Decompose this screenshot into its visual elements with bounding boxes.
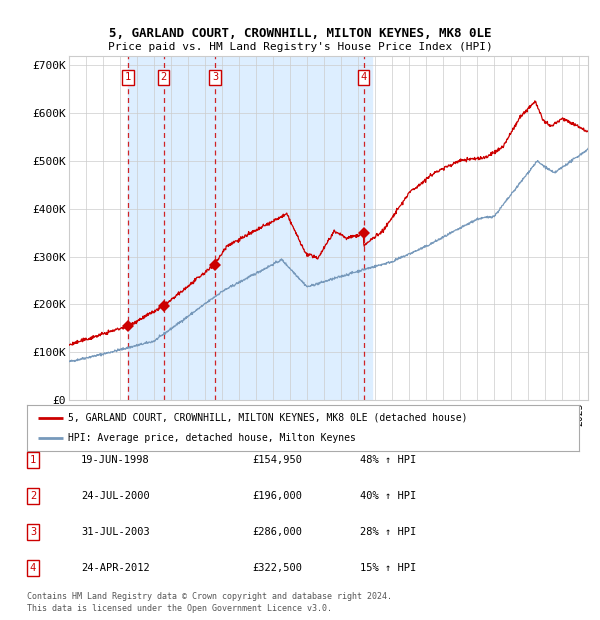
Text: 48% ↑ HPI: 48% ↑ HPI [360, 455, 416, 465]
Text: Price paid vs. HM Land Registry's House Price Index (HPI): Price paid vs. HM Land Registry's House … [107, 42, 493, 52]
Text: 19-JUN-1998: 19-JUN-1998 [81, 455, 150, 465]
Text: 3: 3 [30, 527, 36, 537]
Text: HPI: Average price, detached house, Milton Keynes: HPI: Average price, detached house, Milt… [68, 433, 356, 443]
Text: 24-JUL-2000: 24-JUL-2000 [81, 491, 150, 501]
Text: This data is licensed under the Open Government Licence v3.0.: This data is licensed under the Open Gov… [27, 604, 332, 613]
Text: 1: 1 [125, 73, 131, 82]
Text: £322,500: £322,500 [252, 563, 302, 573]
Text: 5, GARLAND COURT, CROWNHILL, MILTON KEYNES, MK8 0LE: 5, GARLAND COURT, CROWNHILL, MILTON KEYN… [109, 27, 491, 40]
Text: 1: 1 [30, 455, 36, 465]
Text: 2: 2 [30, 491, 36, 501]
Text: £286,000: £286,000 [252, 527, 302, 537]
Bar [128, 56, 372, 400]
Text: £196,000: £196,000 [252, 491, 302, 501]
Text: 40% ↑ HPI: 40% ↑ HPI [360, 491, 416, 501]
Text: 3: 3 [212, 73, 218, 82]
Text: £154,950: £154,950 [252, 455, 302, 465]
Text: 31-JUL-2003: 31-JUL-2003 [81, 527, 150, 537]
Text: 4: 4 [30, 563, 36, 573]
Text: 24-APR-2012: 24-APR-2012 [81, 563, 150, 573]
Text: 28% ↑ HPI: 28% ↑ HPI [360, 527, 416, 537]
Text: 2: 2 [160, 73, 167, 82]
Text: Contains HM Land Registry data © Crown copyright and database right 2024.: Contains HM Land Registry data © Crown c… [27, 592, 392, 601]
Text: 5, GARLAND COURT, CROWNHILL, MILTON KEYNES, MK8 0LE (detached house): 5, GARLAND COURT, CROWNHILL, MILTON KEYN… [68, 413, 468, 423]
Text: 15% ↑ HPI: 15% ↑ HPI [360, 563, 416, 573]
Text: 4: 4 [361, 73, 367, 82]
